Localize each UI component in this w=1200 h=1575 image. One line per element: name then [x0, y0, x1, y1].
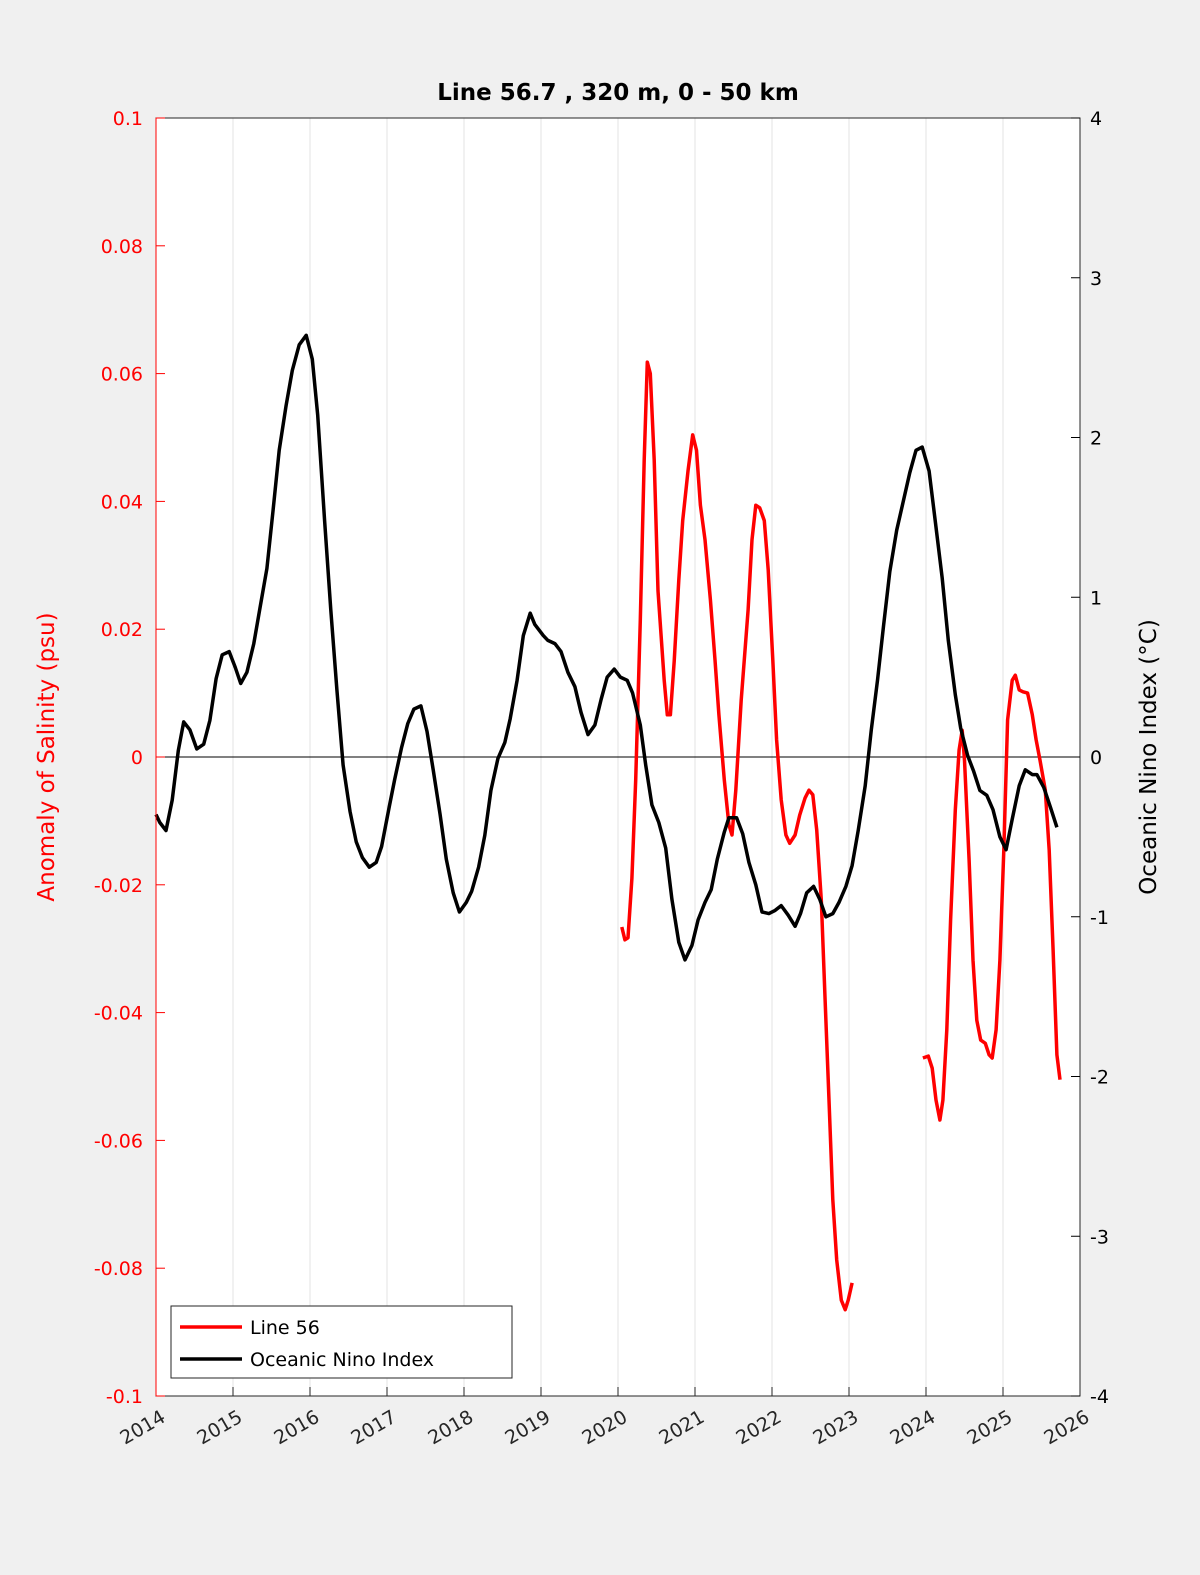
y-right-tick-label: -2 — [1090, 1067, 1109, 1089]
series-line56 — [620, 360, 854, 1312]
y-right-tick-label: 1 — [1090, 587, 1102, 609]
chart-title: Line 56.7 , 320 m, 0 - 50 km — [437, 80, 799, 106]
y-axis-left-label: Anomaly of Salinity (psu) — [34, 612, 60, 901]
x-tick-label: 2018 — [424, 1406, 477, 1449]
legend-label-line56: Line 56 — [250, 1317, 320, 1339]
x-tick-label: 2023 — [809, 1406, 862, 1449]
legend-label-oni: Oceanic Nino Index — [250, 1349, 434, 1371]
y-right-tick-label: 4 — [1090, 108, 1102, 130]
y-left-tick-label: 0.1 — [113, 108, 143, 130]
y-left-tick-label: 0.02 — [101, 619, 143, 641]
y-left-tick-label: 0 — [131, 747, 143, 769]
y-right-tick-label: 0 — [1090, 747, 1102, 769]
y-left-tick-label: -0.08 — [94, 1258, 143, 1280]
series-oceanic-nino-index — [154, 333, 1059, 962]
legend-box — [170, 1305, 513, 1379]
y-left-tick-label: -0.02 — [94, 875, 143, 897]
x-tick-label: 2021 — [655, 1406, 708, 1449]
x-tick-label: 2019 — [501, 1406, 554, 1449]
x-tick-label: 2022 — [732, 1406, 785, 1449]
x-tick-label: 2025 — [963, 1406, 1016, 1449]
y-left-tick-label: 0.08 — [101, 236, 143, 258]
y-right-tick-label: 2 — [1090, 428, 1102, 450]
y-left-tick-label: -0.1 — [106, 1386, 143, 1408]
x-tick-label: 2026 — [1040, 1406, 1093, 1449]
y-right-tick-label: -4 — [1090, 1386, 1109, 1408]
x-tick-label: 2024 — [886, 1406, 939, 1449]
y-right-tick-label: -3 — [1090, 1226, 1109, 1248]
y-left-tick-label: 0.04 — [101, 491, 143, 513]
y-right-tick-label: -1 — [1090, 907, 1109, 929]
x-tick-label: 2016 — [270, 1406, 323, 1449]
series-line56 — [922, 673, 1062, 1122]
x-tick-label: 2015 — [193, 1406, 246, 1449]
y-axis-right-label: Oceanic Nino Index (°C) — [1136, 619, 1162, 895]
legend: Line 56 Oceanic Nino Index — [170, 1305, 513, 1379]
y-right-tick-label: 3 — [1090, 268, 1102, 290]
x-tick-label: 2017 — [347, 1406, 400, 1449]
x-tick-label: 2020 — [578, 1406, 631, 1449]
y-left-tick-label: -0.06 — [94, 1130, 143, 1152]
y-left-tick-label: -0.04 — [94, 1003, 143, 1025]
y-left-tick-label: 0.06 — [101, 364, 143, 386]
x-tick-label: 2014 — [116, 1406, 169, 1449]
